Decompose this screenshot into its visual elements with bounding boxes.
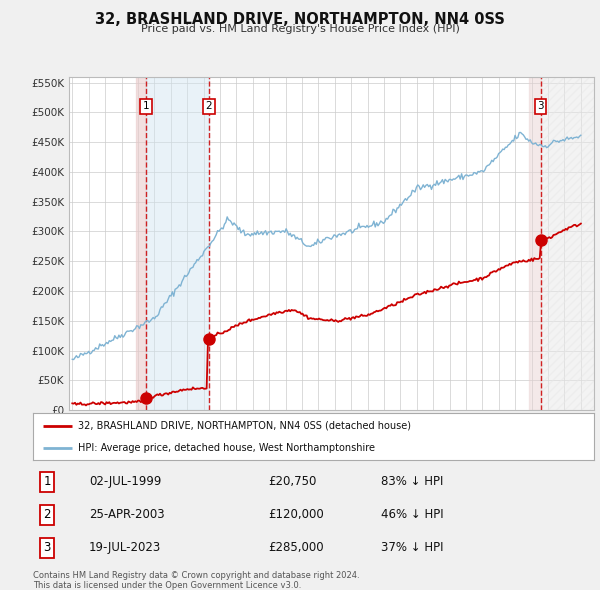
Text: 3: 3 [537, 101, 544, 112]
Bar [146, 77, 209, 410]
Text: 46% ↓ HPI: 46% ↓ HPI [381, 508, 443, 522]
Bar [136, 77, 146, 410]
Text: £120,000: £120,000 [269, 508, 325, 522]
Text: 32, BRASHLAND DRIVE, NORTHAMPTON, NN4 0SS: 32, BRASHLAND DRIVE, NORTHAMPTON, NN4 0S… [95, 12, 505, 27]
Bar [529, 77, 541, 410]
Text: 32, BRASHLAND DRIVE, NORTHAMPTON, NN4 0SS (detached house): 32, BRASHLAND DRIVE, NORTHAMPTON, NN4 0S… [78, 421, 411, 431]
Text: HPI: Average price, detached house, West Northamptonshire: HPI: Average price, detached house, West… [78, 444, 375, 453]
Text: This data is licensed under the Open Government Licence v3.0.: This data is licensed under the Open Gov… [33, 581, 301, 589]
Text: 2: 2 [43, 508, 51, 522]
Text: 3: 3 [43, 541, 51, 555]
Text: 83% ↓ HPI: 83% ↓ HPI [381, 475, 443, 489]
Text: 25-APR-2003: 25-APR-2003 [89, 508, 165, 522]
Text: £285,000: £285,000 [269, 541, 324, 555]
Text: Price paid vs. HM Land Registry's House Price Index (HPI): Price paid vs. HM Land Registry's House … [140, 24, 460, 34]
Text: 02-JUL-1999: 02-JUL-1999 [89, 475, 161, 489]
Text: 1: 1 [143, 101, 149, 112]
Text: 1: 1 [43, 475, 51, 489]
Text: Contains HM Land Registry data © Crown copyright and database right 2024.: Contains HM Land Registry data © Crown c… [33, 571, 359, 580]
Text: 2: 2 [205, 101, 212, 112]
Text: 37% ↓ HPI: 37% ↓ HPI [381, 541, 443, 555]
Text: 19-JUL-2023: 19-JUL-2023 [89, 541, 161, 555]
Bar [541, 77, 594, 410]
Text: £20,750: £20,750 [269, 475, 317, 489]
